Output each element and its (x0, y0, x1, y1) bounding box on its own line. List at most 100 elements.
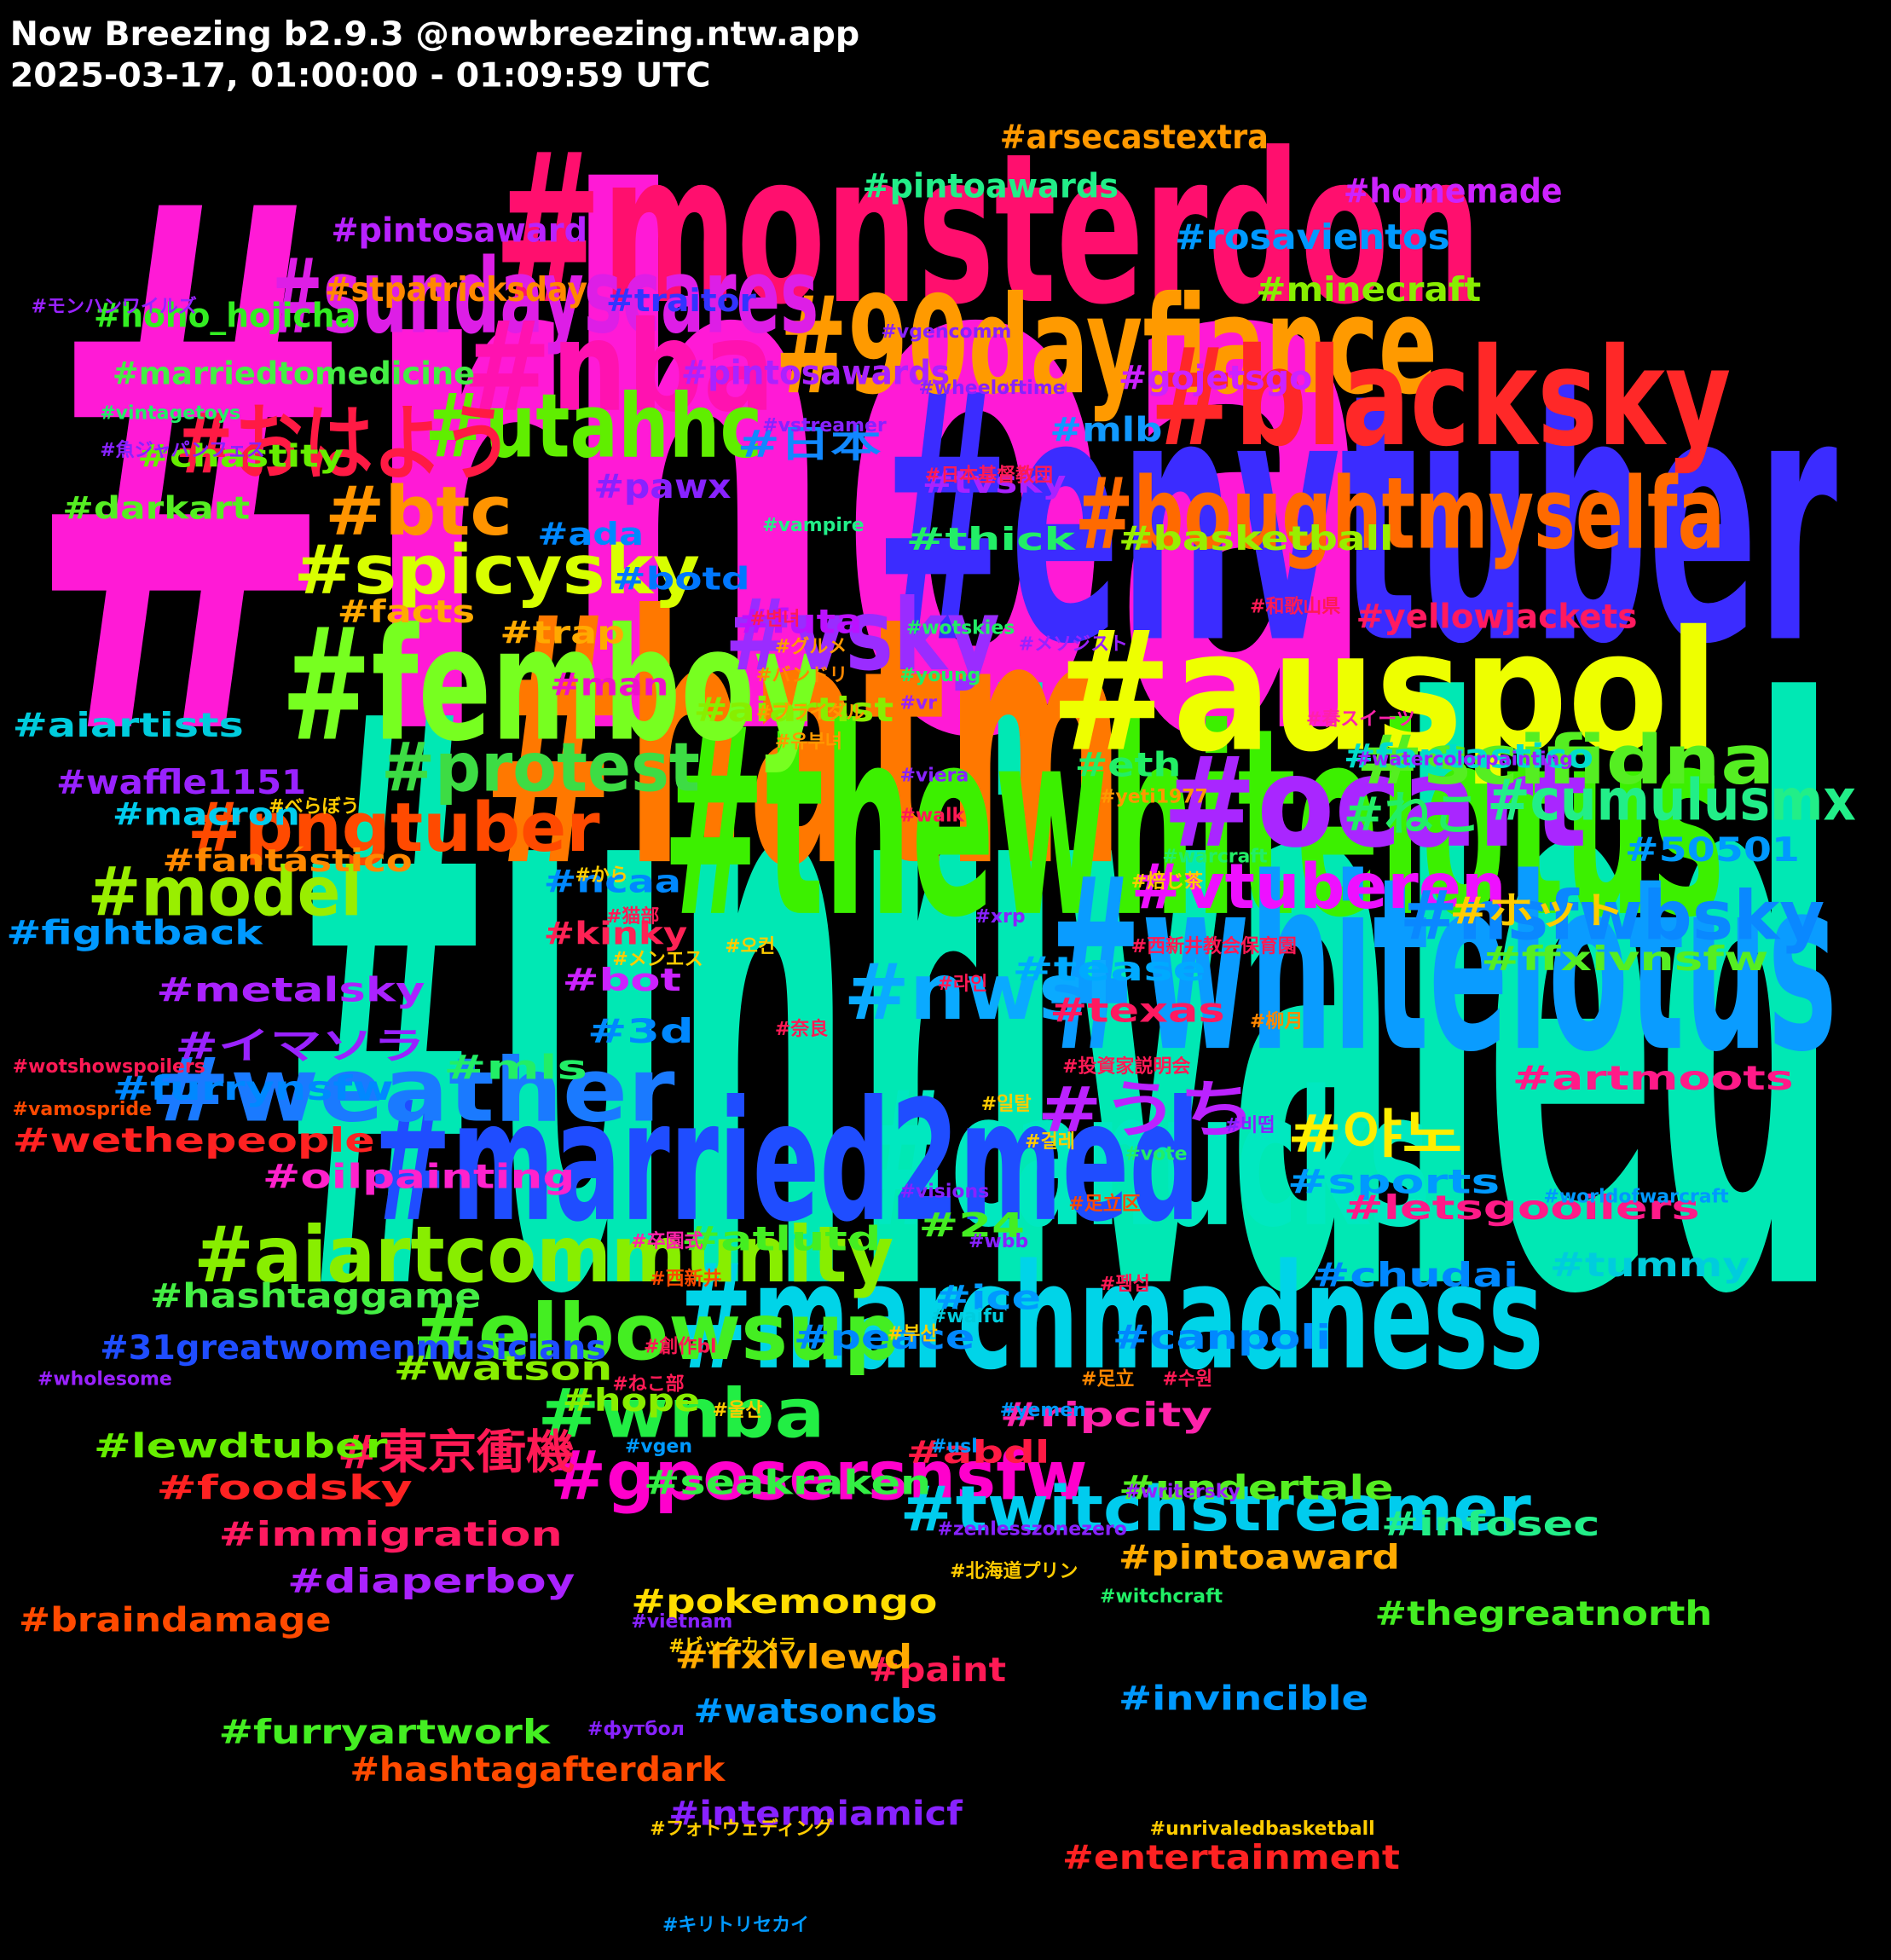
hashtag: #fantastico (1344, 738, 1593, 777)
hashtag: #texas (1050, 992, 1224, 1031)
hashtag: #young (899, 665, 980, 686)
hashtag: #西新井 (650, 1268, 721, 1290)
hashtag: #nsfwbsky (1400, 876, 1824, 955)
hashtag: #watercolorpainting (1356, 749, 1573, 770)
hashtag: #イマソラ (175, 1024, 425, 1067)
hashtag: #pintosawards (681, 354, 950, 392)
hashtag: #wbb (969, 1231, 1028, 1252)
hashtag: #キリトリセカイ (662, 1915, 809, 1936)
hashtag: #vtuberen (1131, 851, 1506, 923)
hashtag: #から (575, 865, 627, 887)
hashtag: #scifidna (1356, 721, 1775, 800)
hashtag: #nwsl (844, 946, 1113, 1038)
hashtag: #abdl (906, 1434, 1050, 1471)
hashtag: #paint (869, 1651, 1006, 1690)
hashtag: #hashtagafterdark (350, 1750, 726, 1789)
hashtag: #일탈 (981, 1094, 1032, 1115)
hashtag: #비떱 (1225, 1115, 1275, 1136)
hashtag: #trap (500, 615, 625, 651)
hashtag: #90dayfiance (775, 268, 1437, 425)
hashtag: #weather (150, 1039, 675, 1142)
hashtag: #stpatricksday (325, 271, 587, 309)
hashtag: #ffxivlewd (675, 1638, 913, 1677)
hashtag: #monsterdon (494, 109, 1481, 350)
hashtag: #tease (1012, 951, 1206, 989)
hashtag: #artmoots (1512, 1060, 1794, 1098)
hashtag: #aiartcommunity (194, 1209, 893, 1300)
hashtag: #pngtuber (188, 789, 600, 867)
hashtag: #cumulusmx (1487, 766, 1855, 833)
hashtag: #zenlesszonezero (937, 1518, 1126, 1540)
hashtag: #married2med (368, 1065, 1200, 1258)
hashtag: #hashtaggame (150, 1277, 481, 1315)
hashtag: #日本基督教団 (925, 465, 1053, 487)
hashtag: #spicysky (294, 531, 700, 610)
hashtag: #和歌山県 (1250, 596, 1340, 618)
hashtag: #mls (443, 1049, 587, 1088)
hashtag: #변녀 (750, 609, 801, 630)
hashtag: #undertale (1119, 1469, 1394, 1507)
hashtag: #vsky (725, 579, 1000, 693)
hashtag: #펨섭 (1100, 1274, 1150, 1295)
hashtag: #tummy (1550, 1246, 1750, 1285)
hashtag: #魚ジャパンフェス (100, 439, 264, 461)
hashtag: #foodsky (156, 1469, 413, 1507)
hashtag: #wotshowspoilers (13, 1056, 205, 1078)
hashtag: #man (550, 666, 668, 702)
header-title: Now Breezing b2.9.3 @nowbreezing.ntw.app (10, 14, 859, 54)
hashtag: #visions (899, 1182, 989, 1203)
hashtag: #vr (899, 692, 937, 714)
hashtag: #wnba (537, 1374, 824, 1453)
hashtag: #sports (1287, 1163, 1500, 1201)
hashtag: #東京衝機 (338, 1425, 575, 1479)
hashtag: #フォトウェディング (650, 1818, 833, 1840)
hashtag: #오컨 (725, 936, 775, 957)
hashtag: #protest (381, 728, 700, 807)
hashtag: #braindamage (19, 1600, 331, 1639)
hashtag: #pintoaward (1119, 1538, 1400, 1577)
hashtag: #marriedtomedicine (113, 355, 475, 391)
hashtag: #ねこ部 (612, 1373, 684, 1395)
hashtag: #oilpainting (263, 1158, 575, 1196)
hashtag: #ビックカメラ (668, 1636, 796, 1657)
hashtag: #eth (1075, 746, 1182, 784)
hashtag: #witchcraft (1100, 1587, 1223, 1608)
hashtag: #marchmadness (675, 1234, 1544, 1402)
hashtag: #pintosaward (331, 212, 587, 251)
hashtag: #letsgooilers (1344, 1189, 1700, 1228)
hashtag: #homemade (1344, 172, 1563, 211)
hashtag: #watsoncbs (694, 1691, 938, 1731)
hashtag: #pintoawards (863, 167, 1119, 205)
hashtag: #ada (537, 516, 644, 552)
hashtag: #라인 (937, 974, 987, 995)
hashtag: #卒園式 (631, 1230, 703, 1252)
hashtag: #hoho_hojicha (94, 297, 356, 335)
hashtag: #vietnam (631, 1611, 732, 1633)
hashtag: #유부녀 (775, 731, 842, 753)
hashtag: #btc (325, 472, 512, 551)
hashtag: #invincible (1119, 1680, 1368, 1719)
hashtag: #twitchstreamer (899, 1473, 1530, 1546)
hashtag: #furryartwork (219, 1713, 552, 1752)
hashtag: #31greatwomenmusicians (100, 1329, 606, 1367)
hashtag: #kinky (544, 915, 688, 951)
hashtag: #usl (931, 1437, 978, 1458)
hashtag: #春スイーツ (1306, 708, 1415, 730)
hashtag: #걸레 (1025, 1131, 1075, 1153)
hashtag: #pokemongo (631, 1583, 937, 1622)
hashtag: #メンエス (612, 949, 703, 970)
hashtag: #waifu (931, 1306, 1004, 1327)
hashtag: #北海道プリン (950, 1560, 1078, 1582)
hashtag: #thegreatnorth (1375, 1594, 1713, 1633)
hashtag: #ねこ (1344, 787, 1481, 841)
hashtag: #basketball (1119, 520, 1394, 558)
hashtag: #tvsky (922, 464, 1067, 500)
hashtag: #nba (462, 295, 774, 440)
hashtag: #peace (794, 1319, 975, 1357)
hashtag: #xrp (974, 906, 1025, 928)
hashtag: #hope (563, 1382, 700, 1419)
hashtag: #ブライダル (756, 702, 865, 724)
hashtag: #waffle1151 (56, 764, 306, 802)
hashtag: #rhoa (25, 52, 1381, 898)
hashtag: #vote (1125, 1144, 1187, 1165)
